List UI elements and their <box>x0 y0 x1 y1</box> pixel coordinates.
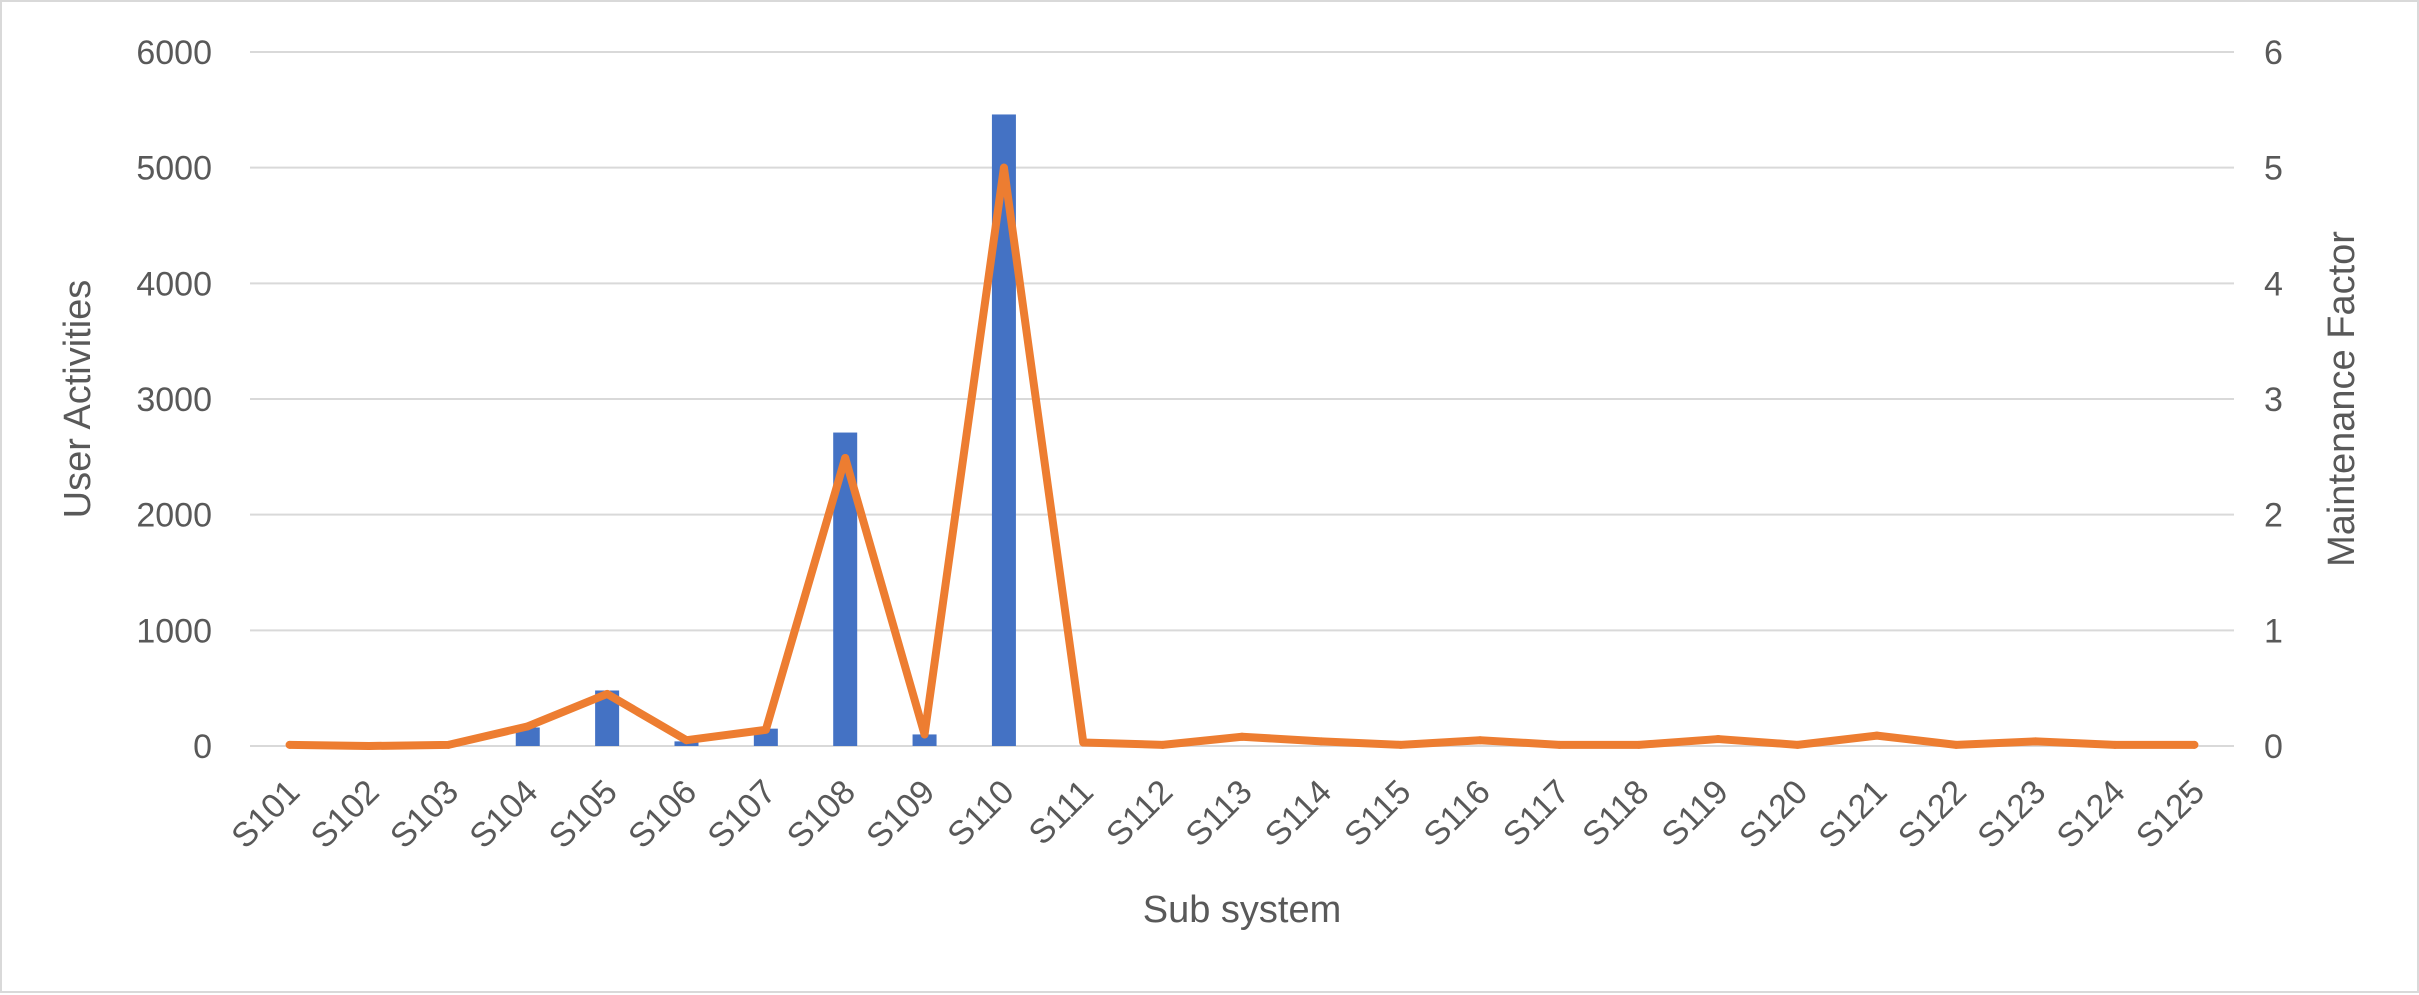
x-tick-label: S112 <box>1099 773 1180 854</box>
bar-S109 <box>912 734 937 746</box>
x-tick-label: S122 <box>1891 773 1974 856</box>
x-tick-label: S125 <box>2129 773 2212 856</box>
x-tick-label: S123 <box>1970 773 2053 856</box>
line-point-S107 <box>761 725 770 734</box>
line-point-S105 <box>603 689 612 698</box>
bar-series <box>515 114 1016 746</box>
line-point-S110 <box>999 163 1008 172</box>
line-point-S116 <box>1476 736 1485 745</box>
line-point-S112 <box>1158 740 1167 749</box>
x-tick-label: S102 <box>304 773 387 856</box>
line-point-S124 <box>2110 740 2119 749</box>
y2-tick-label: 6 <box>2264 34 2283 72</box>
x-tick-label: S115 <box>1337 773 1418 854</box>
line-point-S123 <box>2031 737 2040 746</box>
line-point-S111 <box>1079 738 1088 747</box>
x-axis: S101S102S103S104S105S106S107S108S109S110… <box>224 773 2212 856</box>
x-tick-label: S120 <box>1732 773 1815 856</box>
line-point-S106 <box>682 736 691 745</box>
line-point-S117 <box>1555 740 1564 749</box>
line-point-S109 <box>920 730 929 739</box>
x-tick-label: S121 <box>1812 773 1895 856</box>
left-axis: 0 1000 2000 3000 4000 5000 6000 <box>136 34 212 766</box>
y2-tick-label: 0 <box>2264 728 2283 766</box>
x-tick-label: S108 <box>780 773 863 856</box>
y2-tick-label: 2 <box>2264 497 2283 535</box>
x-tick-label: S117 <box>1496 773 1577 854</box>
x-tick-label: S118 <box>1575 773 1656 854</box>
y2-tick-label: 4 <box>2264 265 2283 303</box>
x-tick-label: S110 <box>940 773 1021 854</box>
y-tick-label: 1000 <box>136 612 212 650</box>
x-tick-label: S105 <box>542 773 625 856</box>
y-tick-label: 6000 <box>136 34 212 72</box>
y-tick-label: 4000 <box>136 265 212 303</box>
line-point-S113 <box>1238 732 1246 741</box>
x-tick-label: S114 <box>1258 773 1339 854</box>
maintenance-factor-line <box>285 163 2199 750</box>
x-tick-label: S119 <box>1655 773 1736 854</box>
x-tick-label: S124 <box>2050 773 2133 856</box>
x-tick-label: S113 <box>1178 773 1259 854</box>
line-point-S104 <box>523 722 532 731</box>
x-tick-label: S109 <box>859 773 942 856</box>
x-tick-label: S104 <box>462 773 545 856</box>
y2-tick-label: 3 <box>2264 381 2283 419</box>
gridlines <box>250 51 2234 747</box>
x-tick-label: S101 <box>224 773 307 856</box>
line-point-S120 <box>1793 740 1802 749</box>
x-tick-label: S116 <box>1416 773 1497 854</box>
y-tick-label: 3000 <box>136 381 212 419</box>
y-axis-title: User Activities <box>57 280 99 519</box>
y2-tick-label: 5 <box>2264 150 2283 188</box>
y-tick-label: 2000 <box>136 497 212 535</box>
line-point-S121 <box>1872 731 1881 740</box>
line-point-S101 <box>285 740 294 749</box>
x-tick-label: S106 <box>621 773 704 856</box>
line-point-S108 <box>841 453 850 462</box>
line-point-S119 <box>1714 735 1723 744</box>
line-point-S103 <box>444 740 453 749</box>
x-axis-title: Sub system <box>1143 889 1342 931</box>
x-tick-label: S107 <box>700 773 783 856</box>
right-axis: 0 1 2 3 4 5 6 <box>2264 34 2283 766</box>
y2-axis-title: Maintenance Factor <box>2321 231 2363 567</box>
y2-tick-label: 1 <box>2264 612 2283 650</box>
line-series <box>285 163 2199 750</box>
line-point-S115 <box>1396 740 1405 749</box>
x-tick-label: S103 <box>383 773 466 856</box>
bar-S104 <box>515 727 540 746</box>
line-point-S125 <box>2190 740 2199 749</box>
y-tick-label: 5000 <box>136 150 212 188</box>
line-point-S118 <box>1634 740 1643 749</box>
y-tick-label: 0 <box>193 728 212 766</box>
line-point-S102 <box>365 742 374 750</box>
x-tick-label: S111 <box>1021 773 1100 852</box>
line-point-S114 <box>1317 737 1326 746</box>
line-point-S122 <box>1952 740 1961 749</box>
